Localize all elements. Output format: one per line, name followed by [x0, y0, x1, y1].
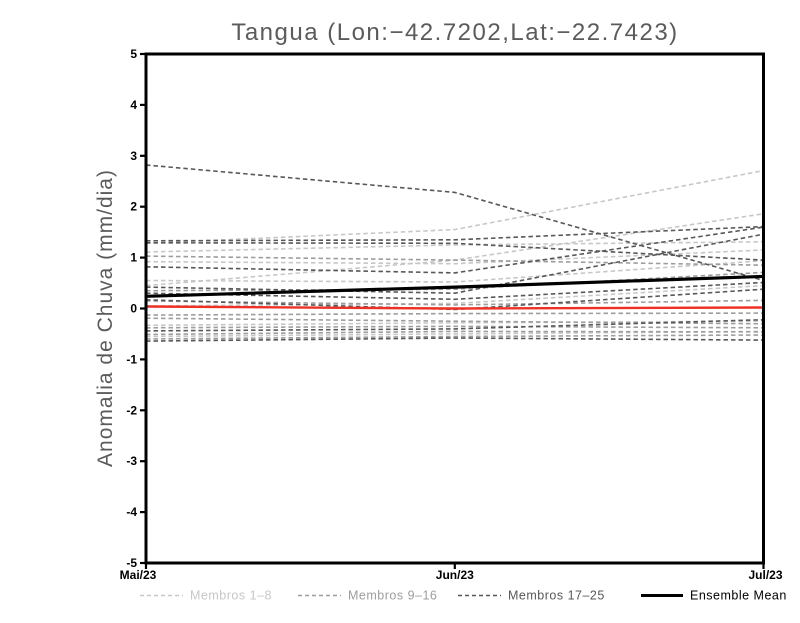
- svg-text:1: 1: [130, 251, 137, 265]
- svg-text:-2: -2: [126, 403, 137, 417]
- svg-text:Jun/23: Jun/23: [436, 568, 474, 582]
- svg-text:0: 0: [130, 302, 137, 316]
- svg-text:Membros 17–25: Membros 17–25: [508, 589, 605, 603]
- svg-text:Tangua (Lon:−42.7202,Lat:−22.7: Tangua (Lon:−42.7202,Lat:−22.7423): [231, 19, 678, 46]
- svg-text:Mai/23: Mai/23: [120, 568, 157, 582]
- svg-text:-5: -5: [126, 556, 137, 570]
- svg-text:Jul/23: Jul/23: [748, 568, 782, 582]
- svg-text:-3: -3: [126, 454, 137, 468]
- svg-text:Membros 1–8: Membros 1–8: [190, 589, 272, 603]
- svg-text:Membros 9–16: Membros 9–16: [348, 589, 437, 603]
- svg-text:3: 3: [130, 149, 137, 163]
- svg-text:4: 4: [130, 98, 137, 112]
- svg-text:Ensemble Mean: Ensemble Mean: [690, 589, 787, 603]
- svg-text:5: 5: [130, 47, 137, 61]
- svg-text:2: 2: [130, 200, 137, 214]
- svg-text:Anomalia de Chuva (mm/dia): Anomalia de Chuva (mm/dia): [94, 169, 117, 467]
- svg-text:-4: -4: [126, 505, 137, 519]
- svg-text:-1: -1: [126, 352, 137, 366]
